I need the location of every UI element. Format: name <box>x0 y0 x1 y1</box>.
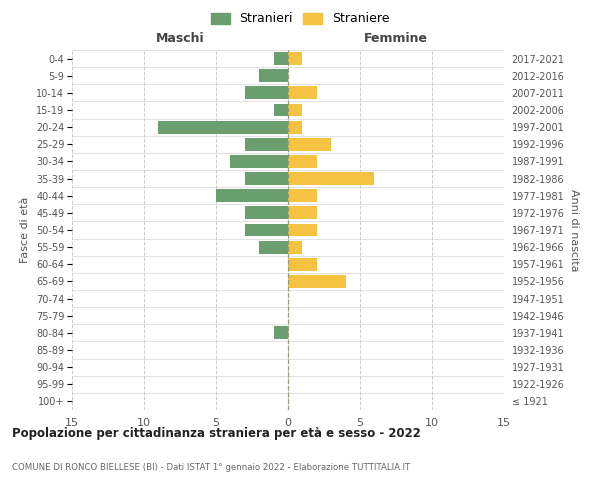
Bar <box>216 190 288 202</box>
Bar <box>288 190 317 202</box>
Bar <box>288 86 317 100</box>
Text: Maschi: Maschi <box>155 32 205 45</box>
Bar <box>288 138 331 150</box>
Text: Popolazione per cittadinanza straniera per età e sesso - 2022: Popolazione per cittadinanza straniera p… <box>12 428 421 440</box>
Bar <box>288 240 302 254</box>
Bar <box>230 155 288 168</box>
Y-axis label: Anni di nascita: Anni di nascita <box>569 188 578 271</box>
Bar <box>245 86 288 100</box>
Text: Femmine: Femmine <box>364 32 428 45</box>
Bar <box>288 120 302 134</box>
Bar <box>288 52 302 65</box>
Bar <box>274 326 288 340</box>
Bar <box>274 104 288 117</box>
Legend: Stranieri, Straniere: Stranieri, Straniere <box>207 8 393 29</box>
Bar <box>259 240 288 254</box>
Bar <box>288 155 317 168</box>
Bar <box>259 70 288 82</box>
Bar <box>245 206 288 220</box>
Bar <box>288 258 317 270</box>
Bar <box>245 224 288 236</box>
Y-axis label: Fasce di età: Fasce di età <box>20 197 31 263</box>
Bar <box>158 120 288 134</box>
Text: COMUNE DI RONCO BIELLESE (BI) - Dati ISTAT 1° gennaio 2022 - Elaborazione TUTTIT: COMUNE DI RONCO BIELLESE (BI) - Dati IST… <box>12 462 410 471</box>
Bar <box>288 206 317 220</box>
Bar <box>288 172 374 185</box>
Bar <box>288 275 346 288</box>
Bar <box>245 138 288 150</box>
Bar <box>245 172 288 185</box>
Bar <box>288 224 317 236</box>
Bar <box>288 104 302 117</box>
Bar <box>274 52 288 65</box>
